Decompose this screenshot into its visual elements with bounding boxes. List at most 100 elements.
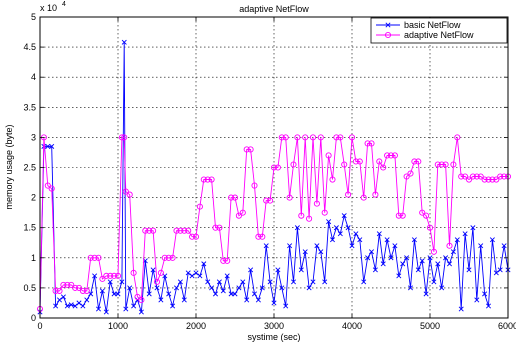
data-point <box>138 309 144 315</box>
data-point <box>228 291 234 297</box>
data-point <box>310 279 316 285</box>
data-point <box>329 176 336 183</box>
data-point <box>154 285 160 291</box>
data-point <box>434 161 441 168</box>
data-point <box>473 173 480 180</box>
data-point <box>80 303 86 309</box>
data-point <box>302 134 309 141</box>
data-point <box>75 284 83 291</box>
data-point <box>121 39 127 45</box>
data-point <box>314 243 320 249</box>
data-point <box>361 279 367 285</box>
data-point <box>478 243 484 249</box>
data-point <box>216 224 223 231</box>
data-point <box>127 285 133 291</box>
data-point <box>224 257 231 264</box>
data-point <box>290 161 297 168</box>
data-point <box>489 237 495 243</box>
data-point <box>181 297 187 303</box>
data-point <box>477 173 484 180</box>
data-point <box>142 227 149 234</box>
data-point <box>326 219 332 225</box>
data-point <box>192 233 200 240</box>
data-point <box>501 243 507 249</box>
data-point <box>365 255 371 261</box>
data-point <box>134 293 141 300</box>
data-point <box>64 303 70 309</box>
y-multiplier-exponent: 4 <box>62 1 66 8</box>
data-point <box>462 173 469 180</box>
data-point <box>481 176 488 183</box>
data-point <box>419 209 426 216</box>
data-point <box>224 273 230 279</box>
x-tick-label: 3000 <box>264 321 284 331</box>
data-point <box>122 188 129 195</box>
data-point <box>126 191 133 198</box>
data-point <box>173 227 180 234</box>
data-point <box>270 164 278 171</box>
data-point <box>228 194 235 201</box>
data-point <box>387 152 395 159</box>
y-tick-label: 0 <box>31 313 36 323</box>
data-point <box>118 134 125 141</box>
data-point <box>99 275 106 282</box>
data-point <box>325 152 332 159</box>
data-point <box>286 194 293 201</box>
data-point <box>294 225 300 231</box>
data-point <box>423 212 430 219</box>
data-point <box>278 134 285 141</box>
data-point <box>388 255 394 261</box>
data-point <box>497 173 504 180</box>
data-point <box>91 254 98 261</box>
data-point <box>189 233 196 240</box>
data-point <box>446 242 453 249</box>
data-point <box>44 182 51 189</box>
y-multiplier-base: x 10 <box>40 3 57 13</box>
data-point <box>64 281 71 288</box>
legend-label: adaptive NetFlow <box>404 30 474 40</box>
data-point <box>239 209 246 216</box>
data-point <box>482 291 488 297</box>
data-point <box>232 291 238 297</box>
x-tick-label: 4000 <box>342 321 362 331</box>
data-point <box>333 134 340 141</box>
data-point <box>345 191 352 198</box>
data-point <box>462 231 468 237</box>
data-point <box>158 297 164 303</box>
data-point <box>399 212 406 219</box>
data-point <box>107 279 113 285</box>
x-axis-label: systime (sec) <box>247 332 300 342</box>
legend-marker <box>385 22 391 28</box>
data-point <box>119 279 125 285</box>
data-point <box>435 261 441 267</box>
data-point <box>368 140 375 147</box>
data-point <box>212 291 219 297</box>
data-point <box>501 173 508 180</box>
data-point <box>275 267 281 273</box>
data-point <box>384 152 391 159</box>
data-point <box>146 227 153 234</box>
data-point <box>321 209 328 216</box>
series-line <box>39 136 508 310</box>
data-point <box>368 249 375 255</box>
data-point <box>173 285 180 291</box>
data-point <box>123 306 129 312</box>
series-2 <box>36 134 512 313</box>
series-1 <box>37 39 511 315</box>
data-point <box>391 152 398 159</box>
data-point <box>220 288 226 294</box>
data-point <box>349 243 355 249</box>
data-point <box>177 279 183 285</box>
data-point <box>442 161 449 168</box>
data-point <box>439 285 445 291</box>
data-point <box>407 170 414 177</box>
data-point <box>150 267 156 273</box>
data-point <box>150 227 157 234</box>
data-point <box>235 212 242 219</box>
data-point <box>485 176 492 183</box>
data-point <box>430 248 437 255</box>
data-point <box>205 279 211 285</box>
y-tick-label: 1.5 <box>23 223 36 233</box>
